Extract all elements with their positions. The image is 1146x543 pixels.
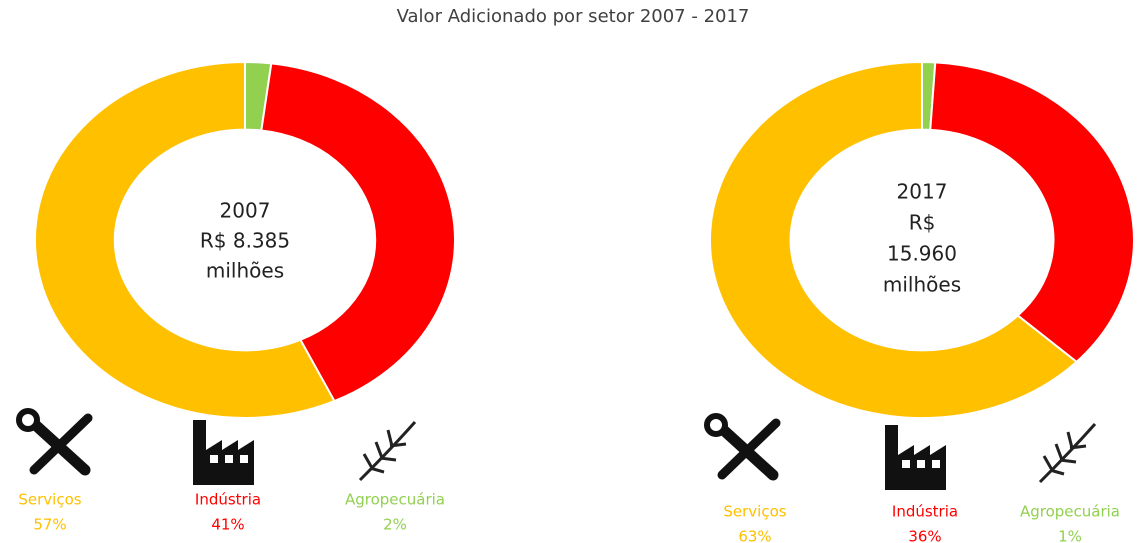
legend-label: Agropecuária [345,491,445,509]
icon-factory [885,425,946,490]
value-label: 1% [1058,528,1082,543]
legend-label: Indústria [195,491,261,509]
donut-slice [260,62,456,403]
center-label: R$ 8.385 [200,229,290,253]
icon-wheat [1038,423,1097,484]
icon-factory [193,420,254,485]
value-label: 63% [738,528,771,543]
center-label: milhões [883,273,961,297]
value-label: 41% [211,516,244,534]
legend-label: Agropecuária [1020,503,1120,521]
center-label: 2007 [220,199,271,223]
donut-slice [929,61,1135,364]
legend-label: Serviços [723,503,786,521]
center-label: R$ [909,211,936,235]
icon-tools [704,413,781,481]
legend-label: Serviços [18,491,81,509]
icon-tools [16,408,93,476]
icon-wheat [358,421,417,482]
value-label: 2% [383,516,407,534]
center-label: 15.960 [887,242,957,266]
center-label: 2017 [897,180,948,204]
value-label: 36% [908,528,941,543]
center-label: milhões [206,259,284,283]
legend-label: Indústria [892,503,958,521]
value-label: 57% [33,516,66,534]
chart-title: Valor Adicionado por setor 2007 - 2017 [397,6,750,27]
donut-slice [34,60,336,419]
donut-slice [709,60,1079,419]
